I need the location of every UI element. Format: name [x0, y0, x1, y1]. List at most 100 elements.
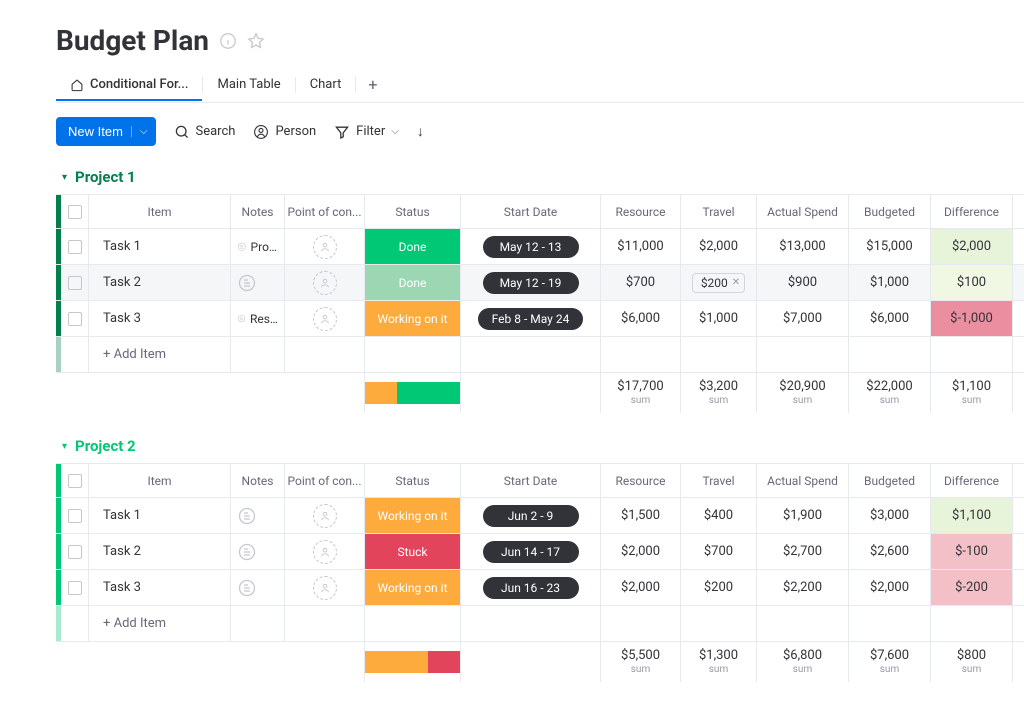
cell-resource[interactable]: $2,000: [601, 534, 681, 569]
col-travel[interactable]: Travel: [681, 464, 757, 497]
cell-date[interactable]: May 12 - 19: [461, 265, 601, 300]
table-row[interactable]: Task 3 Working on it Jun 16 - 23 $2,000 …: [56, 570, 1024, 606]
cell-point[interactable]: [285, 498, 365, 533]
cell-notes[interactable]: [231, 265, 285, 300]
assignee-avatar-empty[interactable]: [313, 307, 337, 331]
tab-conditional[interactable]: Conditional For...: [56, 69, 202, 100]
col-status[interactable]: Status: [365, 195, 461, 228]
cell-travel[interactable]: $200✕: [681, 265, 757, 300]
cell-item[interactable]: Task 2: [89, 534, 231, 569]
assignee-avatar-empty[interactable]: [313, 271, 337, 295]
col-resource[interactable]: Resource: [601, 464, 681, 497]
cell-spend[interactable]: $1,900: [757, 498, 849, 533]
note-icon[interactable]: [237, 273, 257, 293]
table-row[interactable]: Task 2 Stuck Jun 14 - 17 $2,000 $700 $2,…: [56, 534, 1024, 570]
col-item[interactable]: Item: [89, 195, 231, 228]
col-item[interactable]: Item: [89, 464, 231, 497]
cell-diff[interactable]: $2,000: [931, 229, 1013, 264]
cell-status[interactable]: Working on it: [365, 498, 461, 533]
cell-point[interactable]: [285, 265, 365, 300]
filter-button[interactable]: Filter ⌵: [334, 124, 399, 140]
table-row[interactable]: Task 1 Project D... Done May 12 - 13 $11…: [56, 229, 1024, 265]
cell-status[interactable]: Stuck: [365, 534, 461, 569]
col-date[interactable]: Start Date: [461, 195, 601, 228]
cell-status[interactable]: Done: [365, 265, 461, 300]
cell-item[interactable]: Task 3: [89, 301, 231, 336]
cell-point[interactable]: [285, 301, 365, 336]
cell-date[interactable]: Feb 8 - May 24: [461, 301, 601, 336]
col-status[interactable]: Status: [365, 464, 461, 497]
collapse-icon[interactable]: ▾: [62, 172, 67, 183]
cell-travel[interactable]: $200: [681, 570, 757, 605]
cell-diff[interactable]: $1,100: [931, 498, 1013, 533]
col-point[interactable]: Point of con...: [285, 464, 365, 497]
cell-notes[interactable]: [231, 498, 285, 533]
cell-budget[interactable]: $2,000: [849, 570, 931, 605]
collapse-icon[interactable]: ▾: [62, 441, 67, 452]
add-view-button[interactable]: +: [356, 67, 389, 102]
col-diff[interactable]: Difference: [931, 464, 1013, 497]
cell-budget[interactable]: $15,000: [849, 229, 931, 264]
cell-point[interactable]: [285, 534, 365, 569]
table-row[interactable]: Task 3 Resource ... Working on it Feb 8 …: [56, 301, 1024, 337]
col-notes[interactable]: Notes: [231, 195, 285, 228]
assignee-avatar-empty[interactable]: [313, 504, 337, 528]
row-checkbox[interactable]: [61, 498, 89, 533]
assignee-avatar-empty[interactable]: [313, 235, 337, 259]
cell-spend[interactable]: $2,200: [757, 570, 849, 605]
cell-resource[interactable]: $6,000: [601, 301, 681, 336]
cell-diff[interactable]: $-200: [931, 570, 1013, 605]
col-date[interactable]: Start Date: [461, 464, 601, 497]
cell-notes[interactable]: [231, 570, 285, 605]
col-resource[interactable]: Resource: [601, 195, 681, 228]
col-point[interactable]: Point of con...: [285, 195, 365, 228]
add-item-row[interactable]: + Add Item: [56, 606, 1024, 642]
cell-budget[interactable]: $6,000: [849, 301, 931, 336]
cell-resource[interactable]: $700: [601, 265, 681, 300]
note-icon[interactable]: [237, 309, 246, 329]
group-title[interactable]: Project 1: [75, 168, 136, 186]
col-travel[interactable]: Travel: [681, 195, 757, 228]
table-row[interactable]: Task 1 Working on it Jun 2 - 9 $1,500 $4…: [56, 498, 1024, 534]
cell-spend[interactable]: $13,000: [757, 229, 849, 264]
tab-main-table[interactable]: Main Table: [203, 69, 294, 100]
cell-item[interactable]: Task 3: [89, 570, 231, 605]
tab-chart[interactable]: Chart: [296, 69, 356, 100]
select-all-checkbox[interactable]: [61, 195, 89, 228]
cell-point[interactable]: [285, 570, 365, 605]
group-title[interactable]: Project 2: [75, 437, 136, 455]
cell-budget[interactable]: $3,000: [849, 498, 931, 533]
search-button[interactable]: Search: [174, 124, 236, 140]
travel-value-chip[interactable]: $200✕: [692, 273, 745, 293]
cell-resource[interactable]: $2,000: [601, 570, 681, 605]
assignee-avatar-empty[interactable]: [313, 576, 337, 600]
cell-budget[interactable]: $1,000: [849, 265, 931, 300]
col-spend[interactable]: Actual Spend: [757, 464, 849, 497]
sort-button[interactable]: ↓: [417, 123, 424, 140]
cell-spend[interactable]: $7,000: [757, 301, 849, 336]
cell-notes[interactable]: [231, 534, 285, 569]
cell-date[interactable]: May 12 - 13: [461, 229, 601, 264]
cell-resource[interactable]: $11,000: [601, 229, 681, 264]
cell-diff[interactable]: $100: [931, 265, 1013, 300]
cell-date[interactable]: Jun 14 - 17: [461, 534, 601, 569]
cell-travel[interactable]: $400: [681, 498, 757, 533]
col-notes[interactable]: Notes: [231, 464, 285, 497]
cell-travel[interactable]: $1,000: [681, 301, 757, 336]
cell-item[interactable]: Task 1: [89, 498, 231, 533]
cell-budget[interactable]: $2,600: [849, 534, 931, 569]
cell-travel[interactable]: $2,000: [681, 229, 757, 264]
cell-status[interactable]: Working on it: [365, 301, 461, 336]
col-budget[interactable]: Budgeted: [849, 464, 931, 497]
row-checkbox[interactable]: [61, 570, 89, 605]
cell-spend[interactable]: $2,700: [757, 534, 849, 569]
add-item-row[interactable]: + Add Item: [56, 337, 1024, 373]
cell-item[interactable]: Task 2: [89, 265, 231, 300]
table-row[interactable]: Task 2 Done May 12 - 19 $700 $200✕ $900 …: [56, 265, 1024, 301]
clear-icon[interactable]: ✕: [732, 277, 740, 288]
cell-date[interactable]: Jun 16 - 23: [461, 570, 601, 605]
cell-status[interactable]: Working on it: [365, 570, 461, 605]
note-icon[interactable]: [237, 506, 257, 526]
col-diff[interactable]: Difference: [931, 195, 1013, 228]
cell-status[interactable]: Done: [365, 229, 461, 264]
